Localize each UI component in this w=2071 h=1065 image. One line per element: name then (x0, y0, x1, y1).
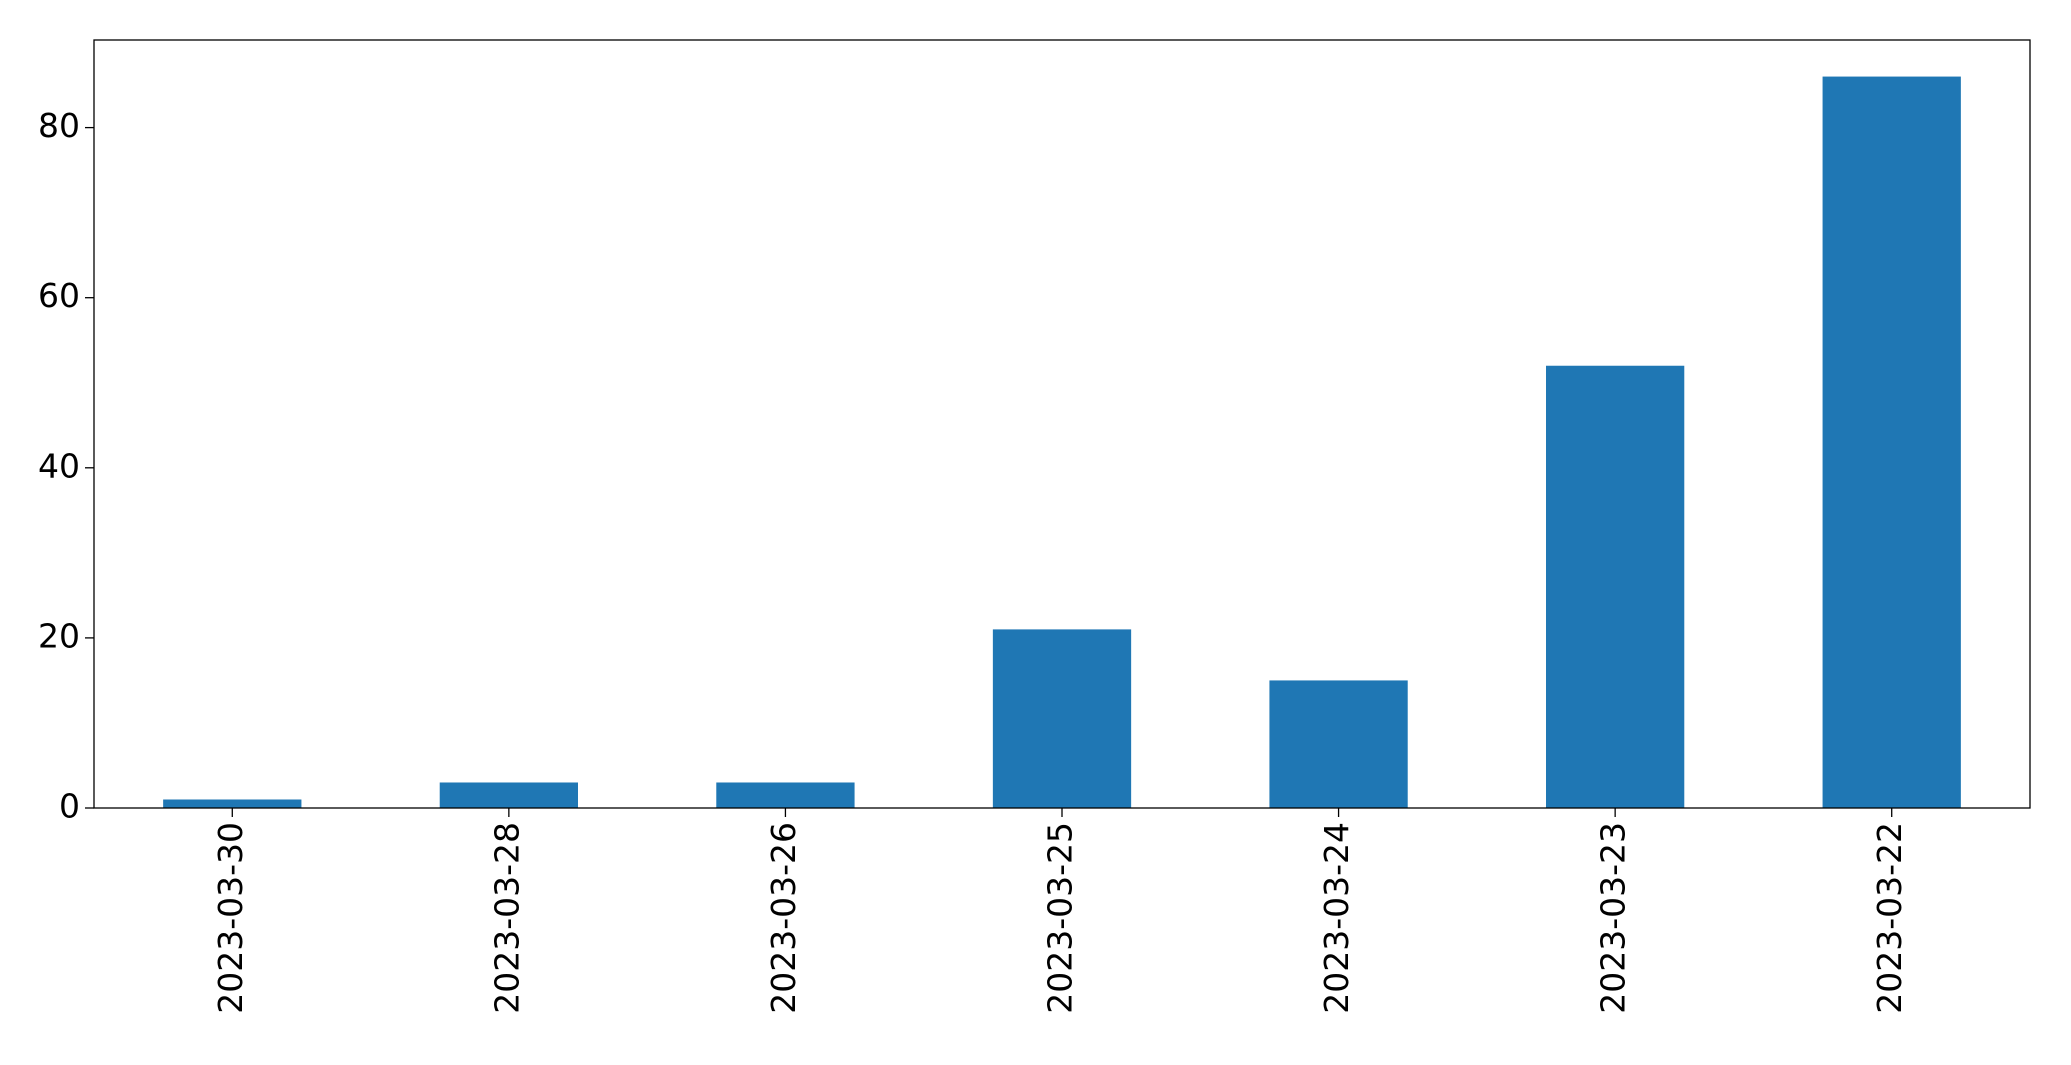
x-tick-label: 2023-03-30 (211, 822, 250, 1014)
bar (992, 629, 1132, 808)
x-tick-label: 2023-03-25 (1041, 822, 1080, 1014)
x-tick-label: 2023-03-24 (1317, 822, 1356, 1014)
x-tick-label: 2023-03-28 (487, 822, 526, 1014)
plot-frame (93, 39, 2031, 809)
y-tick-label: 80 (38, 106, 80, 145)
bar (1822, 76, 1961, 809)
x-tick-label: 2023-03-22 (1870, 822, 1909, 1014)
bar (1269, 680, 1408, 808)
y-tick-label: 40 (38, 446, 80, 485)
bar (163, 799, 302, 808)
bar (439, 782, 578, 808)
x-tick-label: 2023-03-26 (764, 822, 803, 1014)
y-tick-label: 0 (59, 787, 80, 826)
x-tick-label: 2023-03-23 (1594, 822, 1633, 1014)
y-tick-label: 60 (38, 276, 80, 315)
bar (716, 782, 855, 808)
y-tick-label: 20 (38, 616, 80, 655)
bar (1546, 365, 1685, 808)
